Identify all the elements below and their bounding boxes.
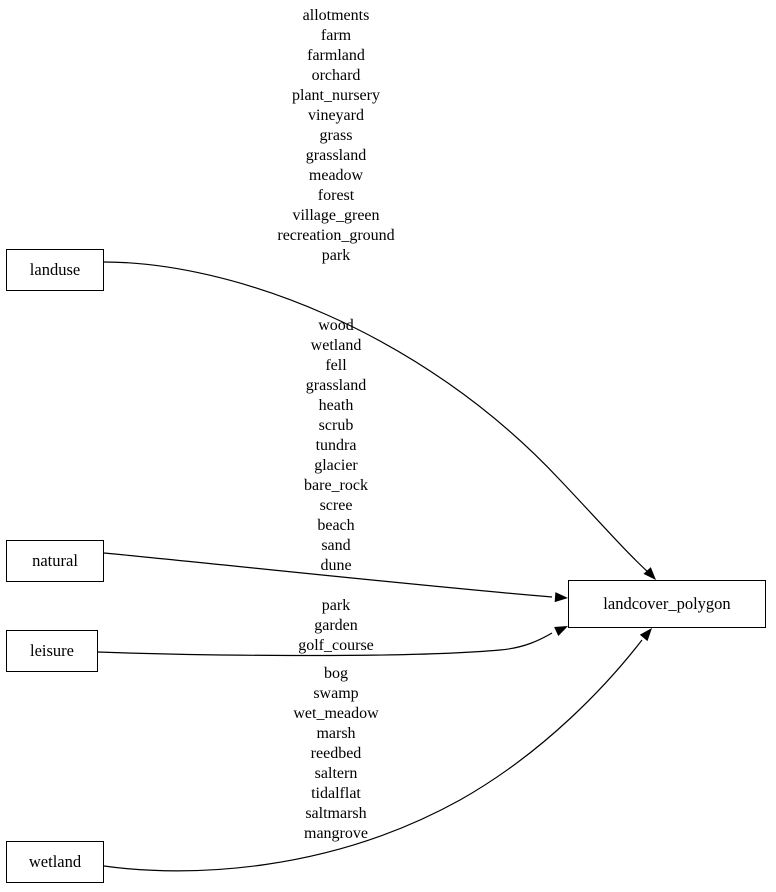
node-label: landuse <box>29 259 81 279</box>
edge-label-value: saltern <box>314 765 358 782</box>
edge-label-value: sand <box>321 537 351 554</box>
edge-labels-leisure: park garden golf_course <box>298 596 374 656</box>
edge-label-value: meadow <box>308 167 364 184</box>
edge-labels-natural: wood wetland fell grassland heath scrub tundra… <box>304 316 368 576</box>
edge-label-value: village_green <box>292 207 380 224</box>
arrowhead-landuse <box>643 567 656 580</box>
edge-label-value: forest <box>317 187 355 204</box>
edge-natural-to-landcover_polygon <box>103 552 553 598</box>
node-wetland[interactable]: wetland <box>6 841 104 883</box>
node-leisure[interactable]: leisure <box>6 630 98 672</box>
edge-leisure-to-landcover_polygon <box>97 632 553 657</box>
node-label: leisure <box>30 640 74 660</box>
edge-label-value: fell <box>325 357 347 374</box>
edge-label-value: marsh <box>316 725 356 742</box>
edge-label-value: vineyard <box>308 107 364 124</box>
edge-label-value: tidalflat <box>311 785 361 802</box>
node-landuse[interactable]: landuse <box>6 249 104 291</box>
arrowhead-natural <box>554 592 568 603</box>
edge-label-value: garden <box>314 617 358 634</box>
node-natural[interactable]: natural <box>6 540 104 582</box>
edge-label-value: bare_rock <box>304 477 368 494</box>
edge-label-value: park <box>321 247 351 264</box>
edge-label-value: heath <box>318 397 354 414</box>
edge-label-value: tundra <box>315 437 357 454</box>
edge-label-value: reedbed <box>310 745 362 762</box>
edge-label-value: scree <box>319 497 353 514</box>
edge-label-value: beach <box>317 517 355 534</box>
edge-label-value: glacier <box>314 457 358 474</box>
edge-label-value: park <box>321 597 351 614</box>
edge-label-value: plant_nursery <box>292 87 380 104</box>
node-landcover_polygon[interactable]: landcover_polygon <box>568 580 766 628</box>
edge-label-value: allotments <box>302 7 370 24</box>
edge-label-value: dune <box>320 557 352 574</box>
edge-label-value: grassland <box>305 377 367 394</box>
edge-label-value: orchard <box>311 67 361 84</box>
node-label: natural <box>32 550 78 570</box>
arrowhead-leisure <box>554 626 568 637</box>
edge-label-value: wetland <box>310 337 362 354</box>
edge-label-value: saltmarsh <box>305 805 367 822</box>
edge-label-value: farm <box>320 27 352 44</box>
edge-label-value: scrub <box>318 417 354 434</box>
arrowhead-wetland <box>639 628 652 642</box>
edge-wetland-to-landcover_polygon <box>103 639 643 872</box>
edge-landuse-to-landcover_polygon <box>103 261 649 573</box>
edge-label-value: grassland <box>305 147 367 164</box>
edge-label-value: swamp <box>313 685 359 702</box>
edge-label-value: mangrove <box>304 825 368 842</box>
edge-label-value: grass <box>319 127 353 144</box>
edge-label-value: farmland <box>307 47 365 64</box>
edge-label-value: wood <box>318 317 354 334</box>
edge-label-value: golf_course <box>298 637 374 654</box>
edge-label-value: recreation_ground <box>277 227 395 244</box>
edge-label-value: bog <box>324 665 348 682</box>
node-label: wetland <box>28 851 82 871</box>
node-label: landcover_polygon <box>603 593 731 613</box>
edge-label-value: wet_meadow <box>293 705 379 722</box>
edge-labels-landuse: allotments farm farmland orchard plant_nurse… <box>277 6 394 266</box>
